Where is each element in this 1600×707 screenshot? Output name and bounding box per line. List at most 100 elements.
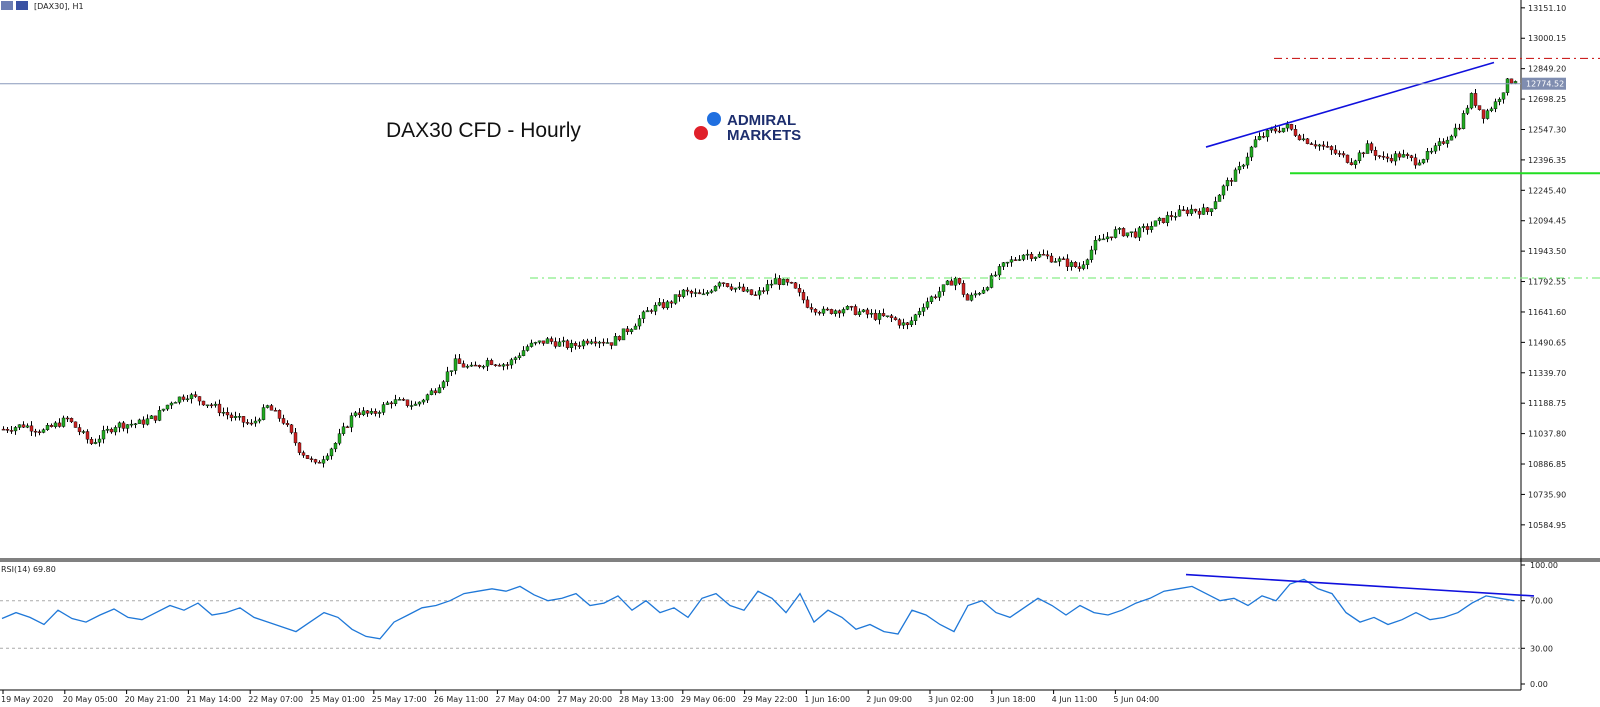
time-tick-label: 4 Jun 11:00 bbox=[1052, 695, 1098, 704]
candle-down bbox=[37, 431, 42, 433]
candle-up bbox=[385, 402, 390, 405]
candle-down bbox=[1409, 155, 1414, 158]
candle-up bbox=[1281, 127, 1286, 133]
candle-down bbox=[677, 294, 682, 297]
candle-down bbox=[1029, 253, 1034, 259]
candle-up bbox=[1001, 262, 1006, 267]
candle-up bbox=[1009, 259, 1014, 263]
candle-down bbox=[345, 426, 350, 428]
candle-down bbox=[865, 309, 870, 315]
candle-down bbox=[1061, 258, 1066, 260]
candle-down bbox=[1297, 135, 1302, 141]
candle-up bbox=[533, 342, 538, 344]
price-trendline-group bbox=[1205, 61, 1495, 148]
logo-blue-dot bbox=[707, 112, 721, 126]
candle-up bbox=[1113, 229, 1118, 238]
candle-up bbox=[337, 433, 342, 444]
candle-down bbox=[1045, 254, 1050, 257]
candle-down bbox=[617, 336, 622, 341]
candle-up bbox=[645, 310, 650, 313]
candle-down bbox=[33, 430, 38, 433]
candle-up bbox=[1469, 93, 1474, 109]
candle-up bbox=[1037, 254, 1042, 258]
candle-up bbox=[1237, 166, 1242, 171]
candle-down bbox=[1333, 149, 1338, 154]
candle-up bbox=[769, 283, 774, 286]
candle-up bbox=[861, 309, 866, 312]
candle-up bbox=[445, 371, 450, 382]
time-tick-label: 26 May 11:00 bbox=[434, 695, 489, 704]
candle-down bbox=[49, 425, 54, 427]
candle-down bbox=[753, 294, 758, 296]
price-tick-label: 13000.15 bbox=[1528, 34, 1566, 43]
candle-down bbox=[1457, 127, 1462, 130]
candle-up bbox=[409, 405, 414, 407]
rsi-axis-ticks: 100.00 70.00 30.00 0.00 bbox=[1521, 561, 1558, 689]
candle-up bbox=[521, 350, 526, 356]
candle-down bbox=[229, 414, 234, 418]
candle-up bbox=[1225, 180, 1230, 187]
candle-up bbox=[525, 346, 530, 351]
candle-down bbox=[241, 416, 246, 423]
candle-down bbox=[1477, 105, 1482, 110]
rsi-tick-label: 100.00 bbox=[1530, 561, 1558, 570]
candle-up bbox=[989, 275, 994, 288]
candle-down bbox=[793, 282, 798, 289]
candle-up bbox=[501, 364, 506, 367]
candle-down bbox=[741, 286, 746, 292]
candle-up bbox=[1353, 160, 1358, 165]
candle-up bbox=[333, 443, 338, 450]
price-tick-label: 13151.10 bbox=[1528, 4, 1566, 13]
candle-up bbox=[953, 278, 958, 286]
candle-down bbox=[873, 312, 878, 320]
candle-up bbox=[149, 415, 154, 419]
candle-down bbox=[249, 422, 254, 425]
candle-up bbox=[1425, 151, 1430, 160]
candle-down bbox=[225, 412, 230, 416]
candle-up bbox=[773, 278, 778, 285]
candle-up bbox=[681, 289, 686, 297]
candle-down bbox=[881, 313, 886, 317]
candle-down bbox=[1293, 129, 1298, 136]
time-tick-label: 20 May 05:00 bbox=[63, 695, 118, 704]
candle-up bbox=[1189, 208, 1194, 214]
candle-down bbox=[245, 422, 250, 424]
candle-down bbox=[5, 429, 10, 431]
current-price-label: 12774.52 bbox=[1526, 80, 1564, 89]
candle-up bbox=[1453, 127, 1458, 137]
candle-down bbox=[957, 278, 962, 284]
candle-up bbox=[1165, 215, 1170, 223]
candle-up bbox=[449, 370, 454, 372]
candle-up bbox=[665, 301, 670, 309]
support-resistance-levels: 12,90012,300/35011,800/850 bbox=[530, 57, 1600, 279]
time-tick-label: 22 May 07:00 bbox=[248, 695, 303, 704]
candle-up bbox=[1269, 128, 1274, 131]
candle-up bbox=[329, 448, 334, 457]
candle-down bbox=[1337, 153, 1342, 155]
candle-down bbox=[1309, 143, 1314, 145]
candle-down bbox=[585, 340, 590, 344]
candle-up bbox=[13, 427, 18, 432]
candle-up bbox=[673, 294, 678, 304]
candle-down bbox=[1065, 258, 1070, 267]
candle-up bbox=[341, 426, 346, 434]
candle-down bbox=[1325, 146, 1330, 148]
candle-up bbox=[557, 341, 562, 347]
candle-down bbox=[1133, 231, 1138, 238]
candle-down bbox=[181, 396, 186, 400]
candle-down bbox=[817, 312, 822, 314]
candle-down bbox=[1145, 226, 1150, 230]
candle-up bbox=[537, 340, 542, 343]
candle-down bbox=[209, 404, 214, 407]
candle-up bbox=[101, 430, 106, 440]
candle-down bbox=[85, 431, 90, 440]
candle-down bbox=[669, 301, 674, 304]
rsi-levels bbox=[0, 600, 1521, 649]
rsi-tick-label: 0.00 bbox=[1530, 680, 1548, 689]
candle-down bbox=[853, 306, 858, 315]
candle-up bbox=[1497, 98, 1502, 102]
chart-header: [DAX30], H1 bbox=[1, 1, 84, 11]
candle-up bbox=[173, 402, 178, 404]
rsi-chart: RSI(14) 69.80 100.00 70.00 30.00 0.00 bbox=[0, 561, 1558, 689]
candle-up bbox=[137, 419, 142, 424]
